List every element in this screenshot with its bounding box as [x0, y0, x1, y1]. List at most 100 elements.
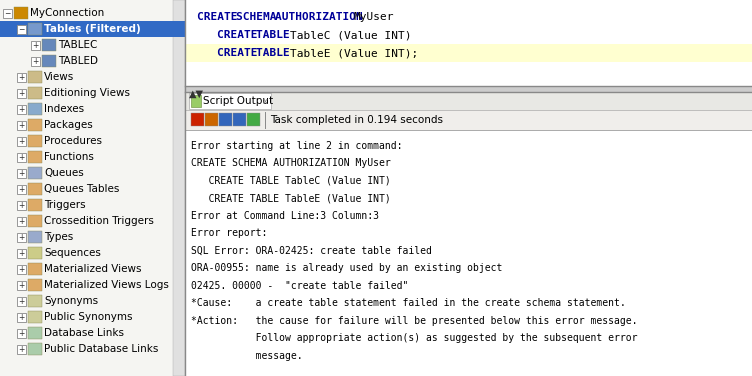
- Text: +: +: [18, 249, 25, 258]
- Text: +: +: [18, 121, 25, 130]
- Bar: [185, 0, 752, 86]
- Bar: [186, 44, 752, 62]
- Bar: [28, 199, 42, 211]
- Text: Procedures: Procedures: [44, 136, 102, 146]
- Text: Triggers: Triggers: [44, 200, 86, 210]
- Bar: [17, 329, 26, 338]
- Bar: [205, 113, 218, 126]
- Text: Follow appropriate action(s) as suggested by the subsequent error: Follow appropriate action(s) as suggeste…: [191, 333, 638, 343]
- Text: AUTHORIZATION: AUTHORIZATION: [275, 12, 370, 22]
- Bar: [0, 21, 185, 37]
- Text: −: −: [5, 9, 11, 18]
- Text: ORA-00955: name is already used by an existing object: ORA-00955: name is already used by an ex…: [191, 263, 502, 273]
- Text: +: +: [18, 105, 25, 114]
- Text: CREATE: CREATE: [217, 48, 264, 58]
- Bar: [28, 103, 42, 115]
- Text: +: +: [18, 89, 25, 98]
- Text: Tables (Filtered): Tables (Filtered): [44, 24, 141, 34]
- Text: Types: Types: [44, 232, 73, 242]
- Text: Error starting at line 2 in command:: Error starting at line 2 in command:: [191, 141, 402, 151]
- Bar: [31, 57, 40, 66]
- Bar: [28, 311, 42, 323]
- Text: 02425. 00000 -  "create table failed": 02425. 00000 - "create table failed": [191, 281, 408, 291]
- Text: +: +: [18, 297, 25, 306]
- Bar: [17, 137, 26, 146]
- Bar: [17, 297, 26, 306]
- Text: ▲▼: ▲▼: [189, 89, 204, 99]
- Bar: [17, 73, 26, 82]
- Text: TABLE: TABLE: [256, 48, 297, 58]
- Text: TABLED: TABLED: [58, 56, 98, 66]
- Text: +: +: [18, 185, 25, 194]
- Text: message.: message.: [191, 351, 302, 361]
- Text: Database Links: Database Links: [44, 328, 124, 338]
- Text: +: +: [18, 281, 25, 290]
- Bar: [28, 263, 42, 275]
- Bar: [28, 295, 42, 307]
- Text: Crossedition Triggers: Crossedition Triggers: [44, 216, 154, 226]
- Bar: [28, 247, 42, 259]
- Text: Packages: Packages: [44, 120, 92, 130]
- Text: Synonyms: Synonyms: [44, 296, 98, 306]
- Text: Sequences: Sequences: [44, 248, 101, 258]
- Bar: [191, 95, 201, 107]
- Text: TABLE: TABLE: [256, 30, 297, 40]
- Bar: [17, 169, 26, 178]
- Bar: [17, 105, 26, 114]
- Bar: [17, 201, 26, 210]
- Text: CREATE SCHEMA AUTHORIZATION MyUser: CREATE SCHEMA AUTHORIZATION MyUser: [191, 158, 391, 168]
- Bar: [189, 93, 271, 109]
- Text: +: +: [18, 313, 25, 322]
- Bar: [17, 153, 26, 162]
- Bar: [247, 113, 260, 126]
- Bar: [28, 327, 42, 339]
- Text: Error at Command Line:3 Column:3: Error at Command Line:3 Column:3: [191, 211, 379, 221]
- Text: Error report:: Error report:: [191, 228, 268, 238]
- Bar: [0, 0, 185, 376]
- Bar: [28, 87, 42, 99]
- Bar: [28, 343, 42, 355]
- Text: +: +: [18, 265, 25, 274]
- Text: SCHEMA: SCHEMA: [236, 12, 284, 22]
- Text: Queues Tables: Queues Tables: [44, 184, 120, 194]
- Text: CREATE TABLE TableE (Value INT): CREATE TABLE TableE (Value INT): [191, 193, 391, 203]
- Bar: [28, 135, 42, 147]
- Text: *Action:   the cause for failure will be presented below this error message.: *Action: the cause for failure will be p…: [191, 316, 638, 326]
- Text: CREATE: CREATE: [217, 30, 264, 40]
- Text: Script Output: Script Output: [203, 96, 273, 106]
- Bar: [28, 279, 42, 291]
- Bar: [219, 113, 232, 126]
- Bar: [28, 71, 42, 83]
- Text: +: +: [18, 137, 25, 146]
- Bar: [42, 39, 56, 51]
- Bar: [17, 313, 26, 322]
- Bar: [173, 0, 185, 376]
- Bar: [28, 231, 42, 243]
- Text: Indexes: Indexes: [44, 104, 84, 114]
- Bar: [17, 249, 26, 258]
- Bar: [17, 185, 26, 194]
- Text: +: +: [18, 201, 25, 210]
- Bar: [28, 151, 42, 163]
- Bar: [233, 113, 246, 126]
- Text: x: x: [263, 97, 268, 106]
- Text: +: +: [32, 57, 38, 66]
- Text: CREATE: CREATE: [197, 12, 244, 22]
- Text: MyUser: MyUser: [353, 12, 394, 22]
- Text: Functions: Functions: [44, 152, 94, 162]
- Bar: [28, 183, 42, 195]
- Text: +: +: [18, 329, 25, 338]
- Text: TableC (Value INT): TableC (Value INT): [290, 30, 411, 40]
- Bar: [3, 9, 12, 18]
- Bar: [28, 23, 42, 35]
- Text: TABLEC: TABLEC: [58, 40, 97, 50]
- Bar: [17, 233, 26, 242]
- Bar: [191, 113, 204, 126]
- Text: Materialized Views Logs: Materialized Views Logs: [44, 280, 169, 290]
- Bar: [17, 345, 26, 354]
- Text: TableE (Value INT);: TableE (Value INT);: [290, 48, 418, 58]
- Text: +: +: [18, 73, 25, 82]
- Text: +: +: [18, 217, 25, 226]
- Text: *Cause:    a create table statement failed in the create schema statement.: *Cause: a create table statement failed …: [191, 298, 626, 308]
- Text: Queues: Queues: [44, 168, 83, 178]
